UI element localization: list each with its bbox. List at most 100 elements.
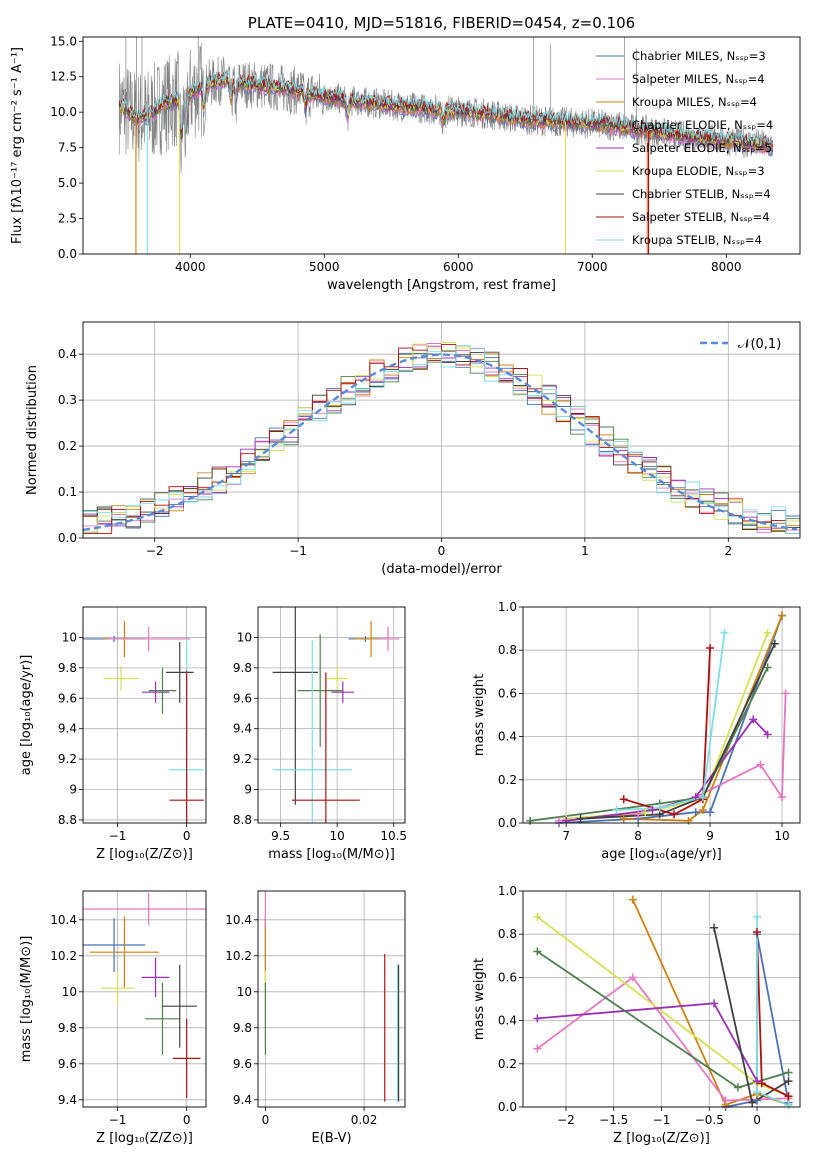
legend-label: Kroupa STELIB, Nₛₛₚ=4: [632, 233, 762, 247]
weight-marker: [770, 639, 779, 648]
weight-vs-age-frame: [522, 606, 801, 824]
x-tick-label: 8: [634, 829, 642, 843]
weight-marker: [612, 806, 621, 815]
x-tick-label: 0: [262, 1113, 270, 1127]
x-axis-label: Z [log₁₀(Z/Z⊙)]: [96, 1131, 193, 1146]
legend-label: 𝒩(0,1): [738, 337, 781, 352]
weight-marker: [533, 947, 542, 956]
x-tick-label: 4000: [175, 260, 206, 274]
age-vs-mass-frame: [257, 606, 406, 824]
x-tick-label: 10: [774, 829, 789, 843]
y-tick-label: 10: [237, 985, 252, 999]
y-tick-label: 0.8: [498, 927, 517, 941]
weight-marker: [781, 689, 790, 698]
y-tick-label: 0.2: [498, 1057, 517, 1071]
weight-marker: [784, 1100, 793, 1109]
y-tick-label: 10: [237, 630, 252, 644]
weight-line-8: [616, 632, 726, 811]
weight-line-5: [530, 667, 769, 822]
weight-marker: [691, 808, 700, 817]
weight-marker: [576, 814, 585, 823]
weight-marker: [533, 1014, 542, 1023]
weight-vs-Z-frame: [522, 890, 801, 1108]
y-tick-label: 0.1: [58, 485, 77, 499]
weight-marker: [554, 816, 563, 825]
weight-marker: [710, 999, 719, 1008]
weight-vs-age-panel: 7 8 9 10 0.0 0.2 0.4 0.6 0.8 1.0 age [log₁₀(age/yr…: [472, 600, 801, 862]
y-tick-label: 0.0: [498, 1100, 517, 1114]
weight-marker: [691, 793, 700, 802]
x-tick-label: 0: [753, 1113, 761, 1127]
age-vs-Z-frame: [82, 606, 207, 824]
y-tick-label: 0.0: [498, 816, 517, 830]
weight-marker: [763, 628, 772, 637]
weight-vs-Z-panel: −2 −1.5 −1 −0.5 0 0.0 0.2 0.4 0.6 0.8 1.0 Z [log₁₀(…: [472, 884, 801, 1146]
x-tick-label: −1: [109, 829, 127, 843]
y-tick-label: 0.0: [58, 531, 77, 545]
x-tick-label: −1.5: [599, 1113, 628, 1127]
y-tick-label: 0.3: [58, 393, 77, 407]
y-tick-label: 9.4: [58, 1093, 77, 1107]
y-tick-label: 10.4: [50, 913, 77, 927]
weight-marker: [641, 808, 650, 817]
x-tick-label: 9: [706, 829, 714, 843]
weight-marker: [628, 895, 637, 904]
y-tick-label: 9.4: [233, 722, 252, 736]
y-tick-label: 0.4: [58, 347, 77, 361]
y-tick-label: 10.0: [50, 105, 77, 119]
model-curve-8: [118, 69, 774, 147]
weight-line-7: [623, 647, 711, 816]
y-tick-label: 12.5: [50, 70, 77, 84]
x-tick-label: 10: [330, 829, 345, 843]
weight-marker: [562, 816, 571, 825]
y-tick-label: 9.6: [233, 691, 252, 705]
x-axis-label: mass [log₁₀(M/M⊙)]: [268, 847, 395, 862]
weight-marker: [748, 1098, 757, 1107]
y-tick-label: 0.0: [58, 247, 77, 261]
x-axis-label: E(B-V): [311, 1131, 351, 1146]
y-tick-label: 9.8: [58, 661, 77, 675]
weight-marker: [778, 793, 787, 802]
x-tick-label: 1: [581, 544, 589, 558]
mass-vs-EBV-plot-area: [258, 891, 405, 1107]
y-tick-label: 9: [69, 783, 77, 797]
weight-marker: [533, 912, 542, 921]
weight-marker: [706, 644, 715, 653]
x-tick-label: 7000: [577, 260, 608, 274]
spectrum-plot-area: [118, 37, 774, 254]
y-tick-label: 8.8: [58, 813, 77, 827]
x-tick-label: 8000: [711, 260, 742, 274]
x-axis-label: wavelength [Angstrom, rest frame]: [327, 278, 556, 293]
weight-marker: [628, 973, 637, 982]
x-axis-label: Z [log₁₀(Z/Z⊙)]: [96, 847, 193, 862]
x-axis-label: age [log₁₀(age/yr)]: [601, 847, 722, 862]
weight-marker: [721, 1096, 730, 1105]
chart-title: PLATE=0410, MJD=51816, FIBERID=0454, z=0…: [248, 14, 635, 32]
x-tick-label: −1: [653, 1113, 671, 1127]
y-tick-label: 9.2: [233, 752, 252, 766]
mass-vs-EBV-panel: 0 0.02 9.4 9.6 9.8 10 10.2 10.4 E(B-V): [225, 890, 406, 1146]
y-tick-label: 9.4: [58, 722, 77, 736]
y-tick-label: 9.8: [233, 1021, 252, 1035]
weight-marker: [526, 816, 535, 825]
legend-label: Chabrier MILES, Nₛₛₚ=3: [632, 49, 766, 63]
spectrum-panel: 4000 5000 6000 7000 8000 0.0 2.5 5.0 7.5 10.0 12.5…: [10, 14, 801, 293]
legend-label: Salpeter ELODIE, Nₛₛₚ=5: [632, 141, 772, 155]
normal-reference-curve: [83, 353, 798, 532]
y-tick-label: 10: [62, 630, 77, 644]
y-tick-label: 2.5: [58, 212, 77, 226]
y-tick-label: 0.4: [498, 1014, 517, 1028]
legend-label: Chabrier ELODIE, Nₛₛₚ=4: [632, 118, 773, 132]
y-axis-label: mass [log₁₀(M/M⊙)]: [19, 936, 34, 1063]
weight-marker: [784, 1092, 793, 1101]
residuals-frame: [82, 321, 801, 539]
y-tick-label: 10.2: [50, 949, 77, 963]
x-tick-label: 6000: [443, 260, 474, 274]
weight-marker: [698, 793, 707, 802]
weight-marker: [784, 1068, 793, 1077]
weight-marker: [733, 1083, 742, 1092]
y-axis-label: age [log₁₀(age/yr)]: [19, 655, 34, 776]
y-tick-label: 1.0: [498, 884, 517, 898]
x-tick-label: −1: [289, 544, 307, 558]
weight-marker: [619, 814, 628, 823]
